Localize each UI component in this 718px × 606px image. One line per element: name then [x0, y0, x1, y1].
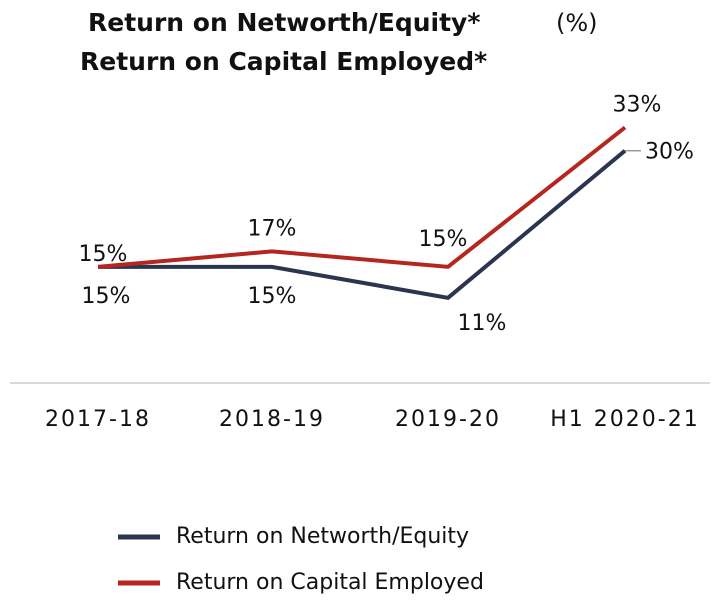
x-tick-label: H1 2020-21 [550, 407, 699, 432]
chart-title: Return on Networth/Equity* [88, 8, 480, 37]
chart-unit: (%) [556, 9, 598, 37]
data-label: 15% [419, 227, 468, 252]
line-series [98, 149, 627, 300]
line-series [97, 125, 627, 269]
x-tick-label: 2019-20 [395, 407, 501, 432]
legend-label: Return on Capital Employed [176, 570, 484, 595]
data-label: 15% [82, 284, 131, 309]
data-label: 33% [613, 92, 662, 117]
data-label: 15% [79, 242, 128, 267]
x-tick-label: 2017-18 [45, 407, 151, 432]
data-label: 17% [248, 216, 297, 241]
data-label: 11% [458, 311, 507, 336]
data-label: 30% [645, 140, 694, 165]
x-tick-label: 2018-19 [219, 407, 325, 432]
chart-title: Return on Capital Employed* [80, 47, 487, 76]
data-label: 15% [248, 284, 297, 309]
legend-label: Return on Networth/Equity [176, 524, 469, 549]
